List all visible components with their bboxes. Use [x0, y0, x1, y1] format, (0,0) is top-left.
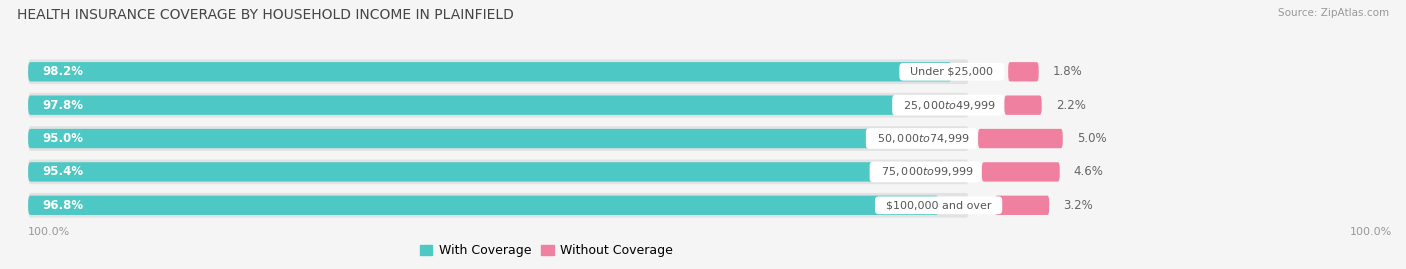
Text: 98.2%: 98.2% — [42, 65, 83, 78]
FancyBboxPatch shape — [28, 93, 969, 118]
Text: 2.2%: 2.2% — [1056, 99, 1085, 112]
FancyBboxPatch shape — [28, 62, 952, 82]
Text: 95.4%: 95.4% — [42, 165, 83, 178]
Text: 100.0%: 100.0% — [28, 227, 70, 237]
Text: $75,000 to $99,999: $75,000 to $99,999 — [873, 165, 977, 178]
FancyBboxPatch shape — [981, 162, 1060, 182]
FancyBboxPatch shape — [28, 160, 969, 184]
FancyBboxPatch shape — [28, 59, 969, 84]
Text: 4.6%: 4.6% — [1074, 165, 1104, 178]
FancyBboxPatch shape — [979, 129, 1063, 148]
FancyBboxPatch shape — [28, 95, 948, 115]
FancyBboxPatch shape — [1008, 62, 1039, 82]
Text: $100,000 and over: $100,000 and over — [879, 200, 998, 210]
FancyBboxPatch shape — [28, 193, 969, 218]
Text: $25,000 to $49,999: $25,000 to $49,999 — [896, 99, 1000, 112]
FancyBboxPatch shape — [28, 126, 969, 151]
Text: HEALTH INSURANCE COVERAGE BY HOUSEHOLD INCOME IN PLAINFIELD: HEALTH INSURANCE COVERAGE BY HOUSEHOLD I… — [17, 8, 513, 22]
Text: 96.8%: 96.8% — [42, 199, 83, 212]
Text: $50,000 to $74,999: $50,000 to $74,999 — [870, 132, 973, 145]
Text: 100.0%: 100.0% — [1350, 227, 1392, 237]
Text: 5.0%: 5.0% — [1077, 132, 1107, 145]
Text: 97.8%: 97.8% — [42, 99, 83, 112]
Text: 1.8%: 1.8% — [1053, 65, 1083, 78]
Legend: With Coverage, Without Coverage: With Coverage, Without Coverage — [415, 239, 678, 262]
FancyBboxPatch shape — [28, 129, 922, 148]
Text: Source: ZipAtlas.com: Source: ZipAtlas.com — [1278, 8, 1389, 18]
Text: 95.0%: 95.0% — [42, 132, 83, 145]
FancyBboxPatch shape — [1004, 95, 1042, 115]
FancyBboxPatch shape — [28, 162, 925, 182]
FancyBboxPatch shape — [28, 196, 939, 215]
Text: Under $25,000: Under $25,000 — [903, 67, 1000, 77]
Text: 3.2%: 3.2% — [1063, 199, 1092, 212]
FancyBboxPatch shape — [995, 196, 1049, 215]
